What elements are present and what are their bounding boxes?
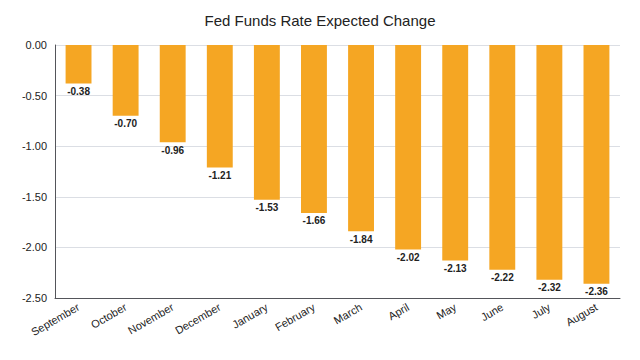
svg-text:December: December bbox=[173, 301, 223, 337]
svg-text:-1.00: -1.00 bbox=[22, 140, 47, 152]
svg-text:October: October bbox=[89, 301, 129, 331]
svg-text:-2.50: -2.50 bbox=[22, 292, 47, 304]
svg-text:November: November bbox=[126, 301, 176, 337]
svg-text:-2.02: -2.02 bbox=[397, 252, 420, 263]
svg-text:-0.96: -0.96 bbox=[161, 145, 184, 156]
svg-text:April: April bbox=[386, 301, 411, 322]
svg-text:February: February bbox=[273, 301, 318, 334]
svg-text:-2.22: -2.22 bbox=[491, 272, 514, 283]
svg-text:0.00: 0.00 bbox=[26, 39, 47, 51]
svg-text:-0.38: -0.38 bbox=[67, 86, 90, 97]
svg-text:-1.53: -1.53 bbox=[255, 202, 278, 213]
svg-text:Fed Funds Rate Expected Change: Fed Funds Rate Expected Change bbox=[205, 12, 436, 29]
svg-text:June: June bbox=[479, 301, 506, 323]
svg-text:-2.13: -2.13 bbox=[444, 263, 467, 274]
svg-text:September: September bbox=[29, 301, 82, 338]
svg-text:-2.36: -2.36 bbox=[585, 286, 608, 297]
svg-text:-0.70: -0.70 bbox=[114, 118, 137, 129]
svg-text:-2.00: -2.00 bbox=[22, 241, 47, 253]
svg-text:-1.21: -1.21 bbox=[208, 170, 231, 181]
svg-text:July: July bbox=[529, 301, 552, 321]
svg-text:-1.66: -1.66 bbox=[303, 215, 326, 226]
svg-text:March: March bbox=[332, 301, 364, 327]
svg-text:-1.84: -1.84 bbox=[350, 234, 373, 245]
svg-text:-0.50: -0.50 bbox=[22, 90, 47, 102]
svg-text:May: May bbox=[434, 301, 458, 322]
svg-text:January: January bbox=[230, 301, 270, 331]
svg-text:August: August bbox=[564, 301, 600, 328]
svg-text:-1.50: -1.50 bbox=[22, 191, 47, 203]
svg-text:-2.32: -2.32 bbox=[538, 282, 561, 293]
